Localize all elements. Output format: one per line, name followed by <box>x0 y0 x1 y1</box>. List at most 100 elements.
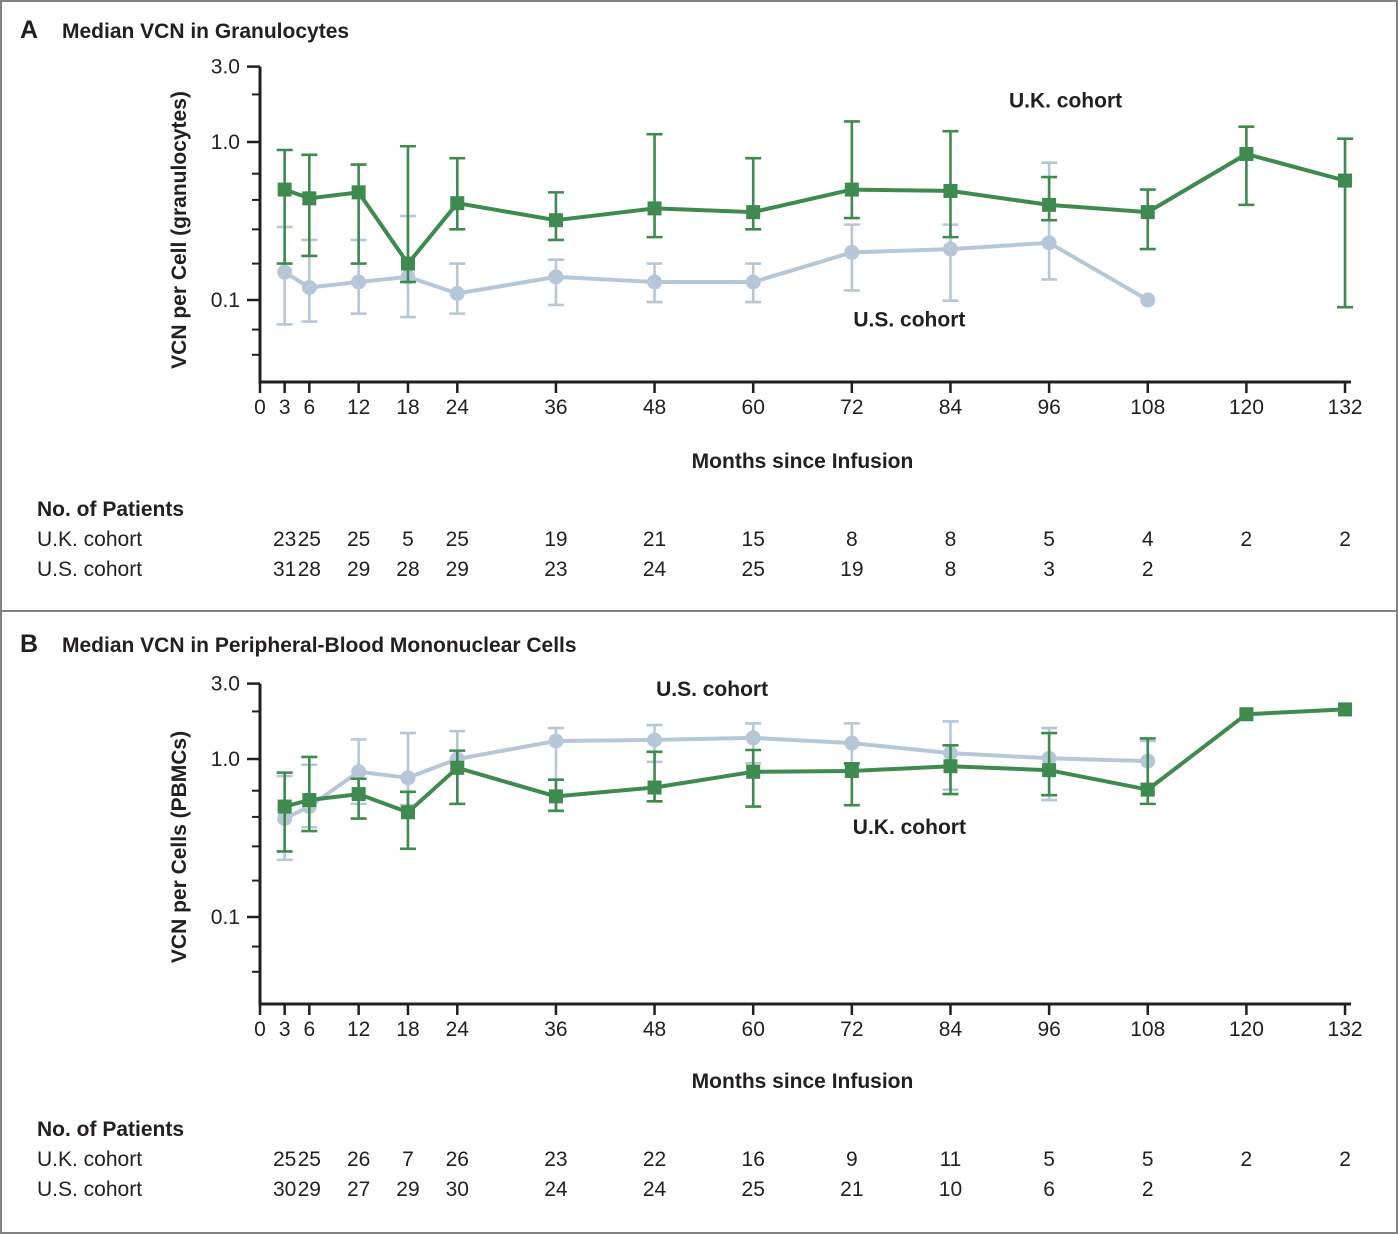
patients-count: 26 <box>446 1148 469 1171</box>
uk-marker <box>450 196 465 211</box>
us-marker <box>351 764 367 780</box>
x-axis-label: Months since Infusion <box>692 1070 914 1093</box>
x-tick-label: 132 <box>1328 396 1363 419</box>
patients-count: 9 <box>846 1148 858 1171</box>
y-tick-label: 3.0 <box>211 673 240 696</box>
x-tick-label: 6 <box>303 1018 315 1041</box>
x-tick-label: 18 <box>396 1018 419 1041</box>
uk-marker <box>1338 702 1353 717</box>
us-marker <box>745 730 761 746</box>
x-axis-label: Months since Infusion <box>692 450 914 473</box>
patients-count: 25 <box>298 528 321 551</box>
cohort-annotation: U.S. cohort <box>656 678 768 701</box>
panel-letter: B <box>20 630 38 658</box>
patients-header: No. of Patients <box>37 498 184 521</box>
patients-count: 22 <box>643 1148 666 1171</box>
uk-series-line <box>284 152 1346 266</box>
panel-title: Median VCN in Granulocytes <box>62 20 349 43</box>
patients-count: 3 <box>1043 558 1055 581</box>
uk-marker <box>943 759 958 774</box>
patients-count: 6 <box>1043 1178 1055 1201</box>
patients-count: 8 <box>945 558 957 581</box>
uk-marker <box>647 201 662 216</box>
patients-count: 25 <box>298 1148 321 1171</box>
uk-marker <box>400 805 415 820</box>
us-marker <box>548 733 564 749</box>
us-marker <box>745 274 761 290</box>
patients-count: 24 <box>544 1178 568 1201</box>
patients-count: 2 <box>1142 1178 1154 1201</box>
patients-count: 8 <box>846 528 858 551</box>
patients-count: 23 <box>544 558 567 581</box>
patients-count: 2 <box>1241 528 1253 551</box>
x-tick-label: 120 <box>1229 1018 1264 1041</box>
patients-count: 28 <box>396 558 419 581</box>
uk-marker <box>302 191 317 206</box>
us-marker <box>1140 292 1156 308</box>
patients-count: 21 <box>643 528 666 551</box>
patients-count: 29 <box>446 558 469 581</box>
us-marker <box>548 269 564 285</box>
uk-marker <box>1140 782 1155 797</box>
uk-marker <box>1042 197 1057 212</box>
uk-marker <box>302 793 317 808</box>
uk-marker <box>647 780 662 795</box>
x-tick-label: 24 <box>446 396 470 419</box>
patients-count: 8 <box>945 528 957 551</box>
patients-count: 5 <box>1043 1148 1055 1171</box>
x-tick-label: 48 <box>643 1018 666 1041</box>
y-axis-label: VCN per Cells (PBMCs) <box>168 731 191 963</box>
patients-header: No. of Patients <box>37 1118 184 1141</box>
us-marker <box>942 241 958 257</box>
patients-row-label: U.S. cohort <box>37 558 142 581</box>
patients-count: 27 <box>347 1178 370 1201</box>
x-tick-label: 96 <box>1037 1018 1060 1041</box>
patients-count: 2 <box>1142 558 1154 581</box>
patients-count: 2 <box>1339 528 1351 551</box>
patients-count: 21 <box>840 1178 863 1201</box>
y-axis-label: VCN per Cell (granulocytes) <box>168 91 191 369</box>
uk-marker <box>450 760 465 775</box>
uk-marker <box>943 183 958 198</box>
x-tick-label: 48 <box>643 396 666 419</box>
patients-row-label: U.K. cohort <box>37 1148 142 1171</box>
x-tick-label: 12 <box>347 396 370 419</box>
patients-count: 15 <box>742 528 765 551</box>
patients-count: 24 <box>643 558 667 581</box>
us-marker <box>844 735 860 751</box>
patients-count: 2 <box>1339 1148 1351 1171</box>
patients-count: 29 <box>396 1178 419 1201</box>
x-tick-label: 3 <box>279 396 291 419</box>
patients-count: 29 <box>298 1178 321 1201</box>
uk-marker <box>1338 173 1353 188</box>
uk-marker <box>844 763 859 778</box>
x-tick-label: 60 <box>742 1018 765 1041</box>
uk-marker <box>277 182 292 197</box>
panel-letter: A <box>20 16 38 44</box>
x-tick-label: 84 <box>939 396 963 419</box>
x-tick-label: 120 <box>1229 396 1264 419</box>
uk-marker <box>277 799 292 814</box>
us-marker <box>647 732 663 748</box>
y-tick-label: 0.1 <box>211 289 240 312</box>
y-tick-label: 1.0 <box>211 748 240 771</box>
patients-count: 29 <box>347 558 370 581</box>
panel-b-chart: B Median VCN in Peripheral-Blood Mononucl… <box>2 610 1396 1201</box>
cohort-annotation: U.S. cohort <box>853 308 965 331</box>
y-tick-label: 1.0 <box>211 131 240 154</box>
us-marker <box>1041 235 1057 251</box>
patients-count: 25 <box>742 558 765 581</box>
uk-marker <box>1042 763 1057 778</box>
uk-marker <box>1239 146 1254 161</box>
patients-count: 19 <box>544 528 567 551</box>
uk-marker <box>746 205 761 220</box>
us-marker <box>844 244 860 260</box>
panel-a-chart: A Median VCN in Granulocytes VCN per Cell … <box>20 16 1363 581</box>
uk-marker <box>548 213 563 228</box>
us-series-line <box>283 240 1149 302</box>
x-tick-label: 18 <box>396 396 419 419</box>
patients-count: 30 <box>446 1178 469 1201</box>
x-tick-label: 0 <box>254 1018 266 1041</box>
patients-count: 4 <box>1142 528 1154 551</box>
